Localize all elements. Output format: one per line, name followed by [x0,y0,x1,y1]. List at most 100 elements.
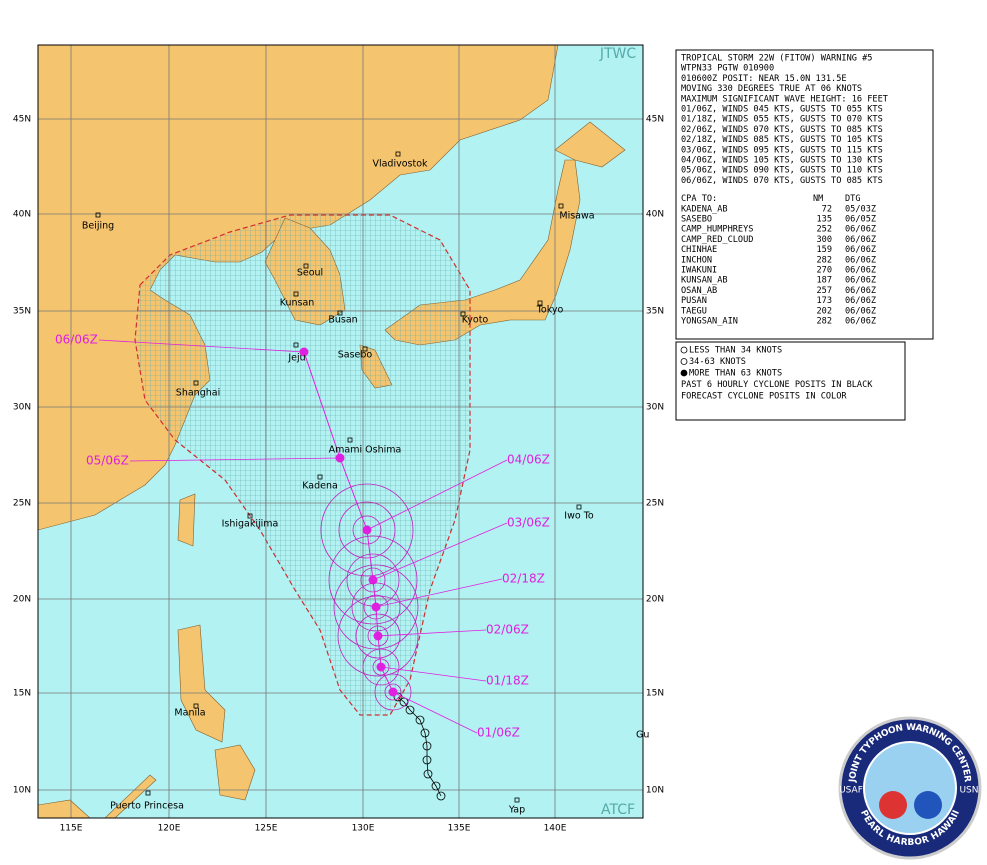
lat-label: 15N [13,689,31,699]
corner-label: JTWC [599,46,637,62]
wind-radius [384,683,402,701]
city-label: Puerto Princesa [110,801,184,812]
lon-label: 135E [448,824,471,834]
wind-radius [363,594,389,620]
lon-label: 120E [158,824,181,834]
cpa-cell: 270 [816,266,832,276]
past-posit [436,791,446,801]
city-label: Amami Oshima [329,445,402,456]
legend-line: LESS THAN 34 KNOTS [689,346,782,356]
city-marker [293,291,299,297]
city-label: Kadena [302,481,338,492]
lat-label: 35N [646,307,664,317]
label-leader [380,666,487,682]
past-posit [415,715,425,725]
past-posit [423,769,433,779]
city-marker [558,203,564,209]
cpa-cell: 06/06Z [845,266,876,276]
legend-symbol [680,346,688,354]
city-label: Kunsan [280,298,315,309]
cpa-cell: 06/06Z [845,225,876,235]
wind-radius [338,501,396,559]
city-marker [537,300,543,306]
cpa-cell: 06/06Z [845,255,876,265]
wind-radius [352,515,382,545]
cpa-cell: OSAN_AB [681,286,717,296]
past-posit [431,781,441,791]
track-label: 03/06Z [507,516,550,530]
cpa-header: DTG [845,194,861,204]
warning-line: 03/06Z, WINDS 095 KTS, GUSTS TO 115 KTS [681,145,883,155]
cpa-cell: 06/06Z [845,245,876,255]
wind-radius [333,564,419,650]
legend-box [675,341,906,421]
city-marker [395,151,401,157]
cpa-cell: 135 [816,215,832,225]
logo: JOINT TYPHOON WARNING CENTER PEARL HARBO… [838,716,982,860]
cpa-cell: 72 [822,204,832,214]
forecast-swath [134,214,471,716]
cpa-cell: 05/03Z [845,204,876,214]
wind-radius [351,582,401,632]
cpa-cell: 06/06Z [845,276,876,286]
logo-text: USAF [839,786,863,796]
warning-line: MOVING 330 DEGREES TRUE AT 06 KNOTS [681,84,862,94]
past-posit [422,741,432,751]
label-leader [375,578,503,608]
warning-line: 06/06Z, WINDS 070 KTS, GUSTS TO 085 KTS [681,176,883,186]
city-marker [293,342,299,348]
cpa-cell: TAEGU [681,306,707,316]
city-marker [193,703,199,709]
track-label: 01/18Z [486,674,529,688]
cpa-cell: 06/06Z [845,286,876,296]
cpa-cell: 252 [816,225,832,235]
cpa-cell: 06/05Z [845,215,876,225]
wind-radius [355,613,401,659]
warning-line: 02/18Z, WINDS 085 KTS, GUSTS TO 105 KTS [681,135,883,145]
city-label: Iwo To [564,511,594,522]
past-posit [405,705,415,715]
city-marker [193,380,199,386]
lat-label: 10N [646,786,664,796]
city-label: Ishigakijima [222,519,279,530]
cpa-header: CPA TO: [681,194,717,204]
city-label: Seoul [297,268,323,279]
lat-label: 40N [646,210,664,220]
cpa-cell: 257 [816,286,832,296]
wind-radius [367,625,389,647]
lon-label: 130E [352,824,375,834]
map-frame [37,44,644,819]
track-label: 02/06Z [486,623,529,637]
wind-radius [360,567,386,593]
warning-line: WTPN33 PGTW 010900 [681,64,774,74]
label-leader [372,522,508,581]
track-label: 01/06Z [477,726,520,740]
city-label: Tokyo [536,305,564,316]
lat-label: 35N [13,307,31,317]
lat-label: 45N [646,115,664,125]
city-marker [576,504,582,510]
track-label: 02/18Z [502,572,545,586]
logo-text: USN [959,786,978,796]
cpa-cell: PUSAN [681,296,707,306]
cpa-cell: CAMP_RED_CLOUD [681,235,753,245]
city-marker [337,310,343,316]
map [38,45,643,818]
warning-line: 01/06Z, WINDS 045 KTS, GUSTS TO 055 KTS [681,105,883,115]
city-marker [347,437,353,443]
label-leader [366,459,508,531]
label-leader [377,629,487,637]
city-marker [362,346,368,352]
cpa-cell: 300 [816,235,832,245]
cpa-cell: 173 [816,296,832,306]
lon-label: 140E [544,824,567,834]
cpa-cell: 282 [816,317,832,327]
city-marker [247,513,253,519]
city-marker [317,474,323,480]
track-label: 05/06Z [86,454,129,468]
cpa-cell: 202 [816,306,832,316]
lat-label: 30N [13,403,31,413]
city-label: Jeju [287,353,305,364]
cpa-cell: INCHON [681,255,712,265]
